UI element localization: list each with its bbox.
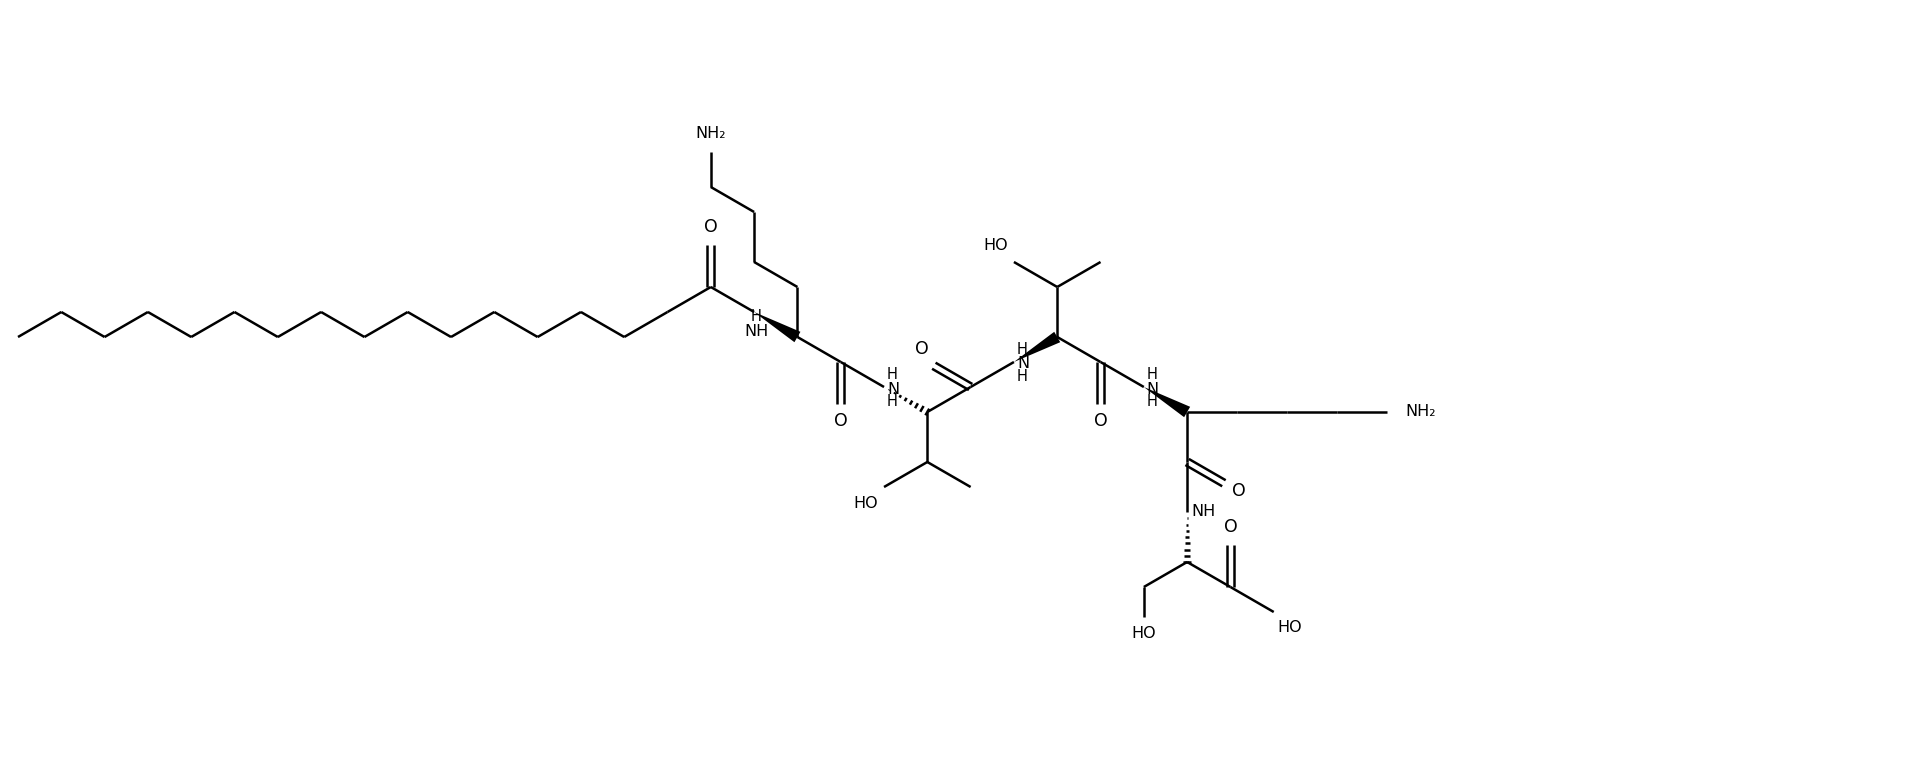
- Text: O: O: [1223, 519, 1236, 537]
- Text: HO: HO: [983, 239, 1008, 253]
- Text: HO: HO: [1131, 627, 1156, 642]
- Text: O: O: [705, 218, 718, 236]
- Text: N: N: [1146, 381, 1160, 397]
- Polygon shape: [1014, 332, 1060, 362]
- Text: H: H: [751, 310, 762, 324]
- Text: NH: NH: [743, 323, 768, 338]
- Polygon shape: [755, 312, 801, 342]
- Text: NH: NH: [1190, 504, 1215, 520]
- Text: O: O: [833, 412, 847, 431]
- Text: N: N: [1018, 357, 1029, 371]
- Text: HO: HO: [852, 496, 877, 510]
- Text: O: O: [1094, 412, 1108, 431]
- Text: H: H: [1018, 343, 1027, 357]
- Text: H: H: [887, 394, 899, 409]
- Text: H: H: [887, 367, 899, 382]
- Text: NH₂: NH₂: [695, 127, 726, 141]
- Text: HO: HO: [1277, 621, 1302, 635]
- Text: H: H: [1018, 370, 1027, 384]
- Text: H: H: [1146, 367, 1158, 382]
- Text: N: N: [887, 381, 899, 397]
- Text: H: H: [1146, 394, 1158, 409]
- Text: NH₂: NH₂: [1405, 405, 1436, 419]
- Text: O: O: [1233, 482, 1246, 500]
- Polygon shape: [1144, 387, 1190, 417]
- Text: O: O: [916, 340, 929, 357]
